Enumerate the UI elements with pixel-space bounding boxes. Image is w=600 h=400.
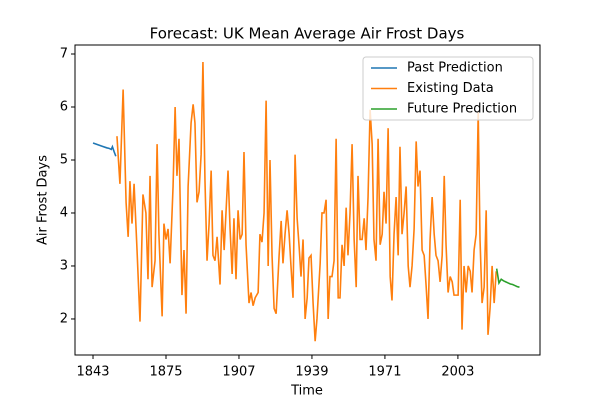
y-tick-label: 5 [60, 152, 68, 167]
x-tick-label: 1875 [149, 365, 182, 380]
x-axis-label: Time [290, 384, 323, 399]
plot-frame [74, 44, 541, 356]
y-axis-label: Air Frost Days [36, 155, 51, 245]
x-tick-label: 1971 [368, 365, 401, 380]
legend-label: Existing Data [407, 81, 494, 96]
y-tick-label: 3 [60, 258, 68, 273]
series-line [92, 142, 117, 157]
x-tick-label: 1843 [76, 365, 109, 380]
y-tick-label: 6 [60, 100, 68, 115]
y-tick-label: 2 [60, 311, 68, 326]
legend-label: Past Prediction [407, 61, 503, 76]
legend-box [362, 56, 534, 121]
y-tick-label: 4 [60, 205, 68, 220]
series-line [116, 61, 498, 342]
series-line [495, 268, 520, 288]
x-tick-label: 2003 [441, 365, 474, 380]
x-tick-label: 1907 [222, 365, 255, 380]
y-tick-label: 7 [60, 47, 68, 62]
legend-label: Future Prediction [407, 102, 517, 117]
chart-title: Forecast: UK Mean Average Air Frost Days [150, 25, 465, 43]
x-tick-label: 1939 [295, 365, 328, 380]
